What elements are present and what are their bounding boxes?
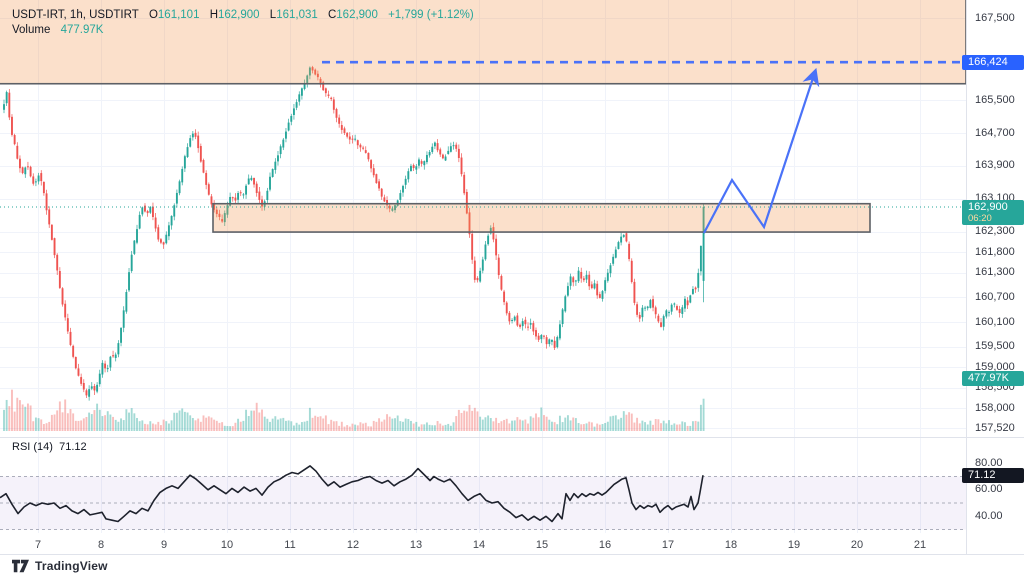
legend-row-volume[interactable]: Volume 477.97K [12, 23, 474, 38]
gridlines [0, 0, 966, 533]
price-axis-label: 162,300 [975, 225, 1015, 237]
time-axis-label: 10 [220, 539, 234, 551]
rsi-value: 71.12 [59, 441, 87, 453]
price-axis-label: 160,700 [975, 291, 1015, 303]
price-axis-label: 165,500 [975, 94, 1015, 106]
rsi-pane [0, 465, 966, 530]
change-value: +1,799 (+1.12%) [388, 9, 474, 21]
time-axis-label: 20 [850, 539, 864, 551]
rsi-axis-label: 40.00 [975, 510, 1003, 522]
rsi-line [0, 465, 704, 523]
time-axis-label: 11 [284, 539, 296, 551]
time-axis-label: 13 [409, 539, 423, 551]
ohlc-low-label: L [269, 9, 277, 21]
price-axis-label: 164,700 [975, 127, 1015, 139]
volume-badge: 477.97K [962, 371, 1024, 386]
price-axis-label: 159,500 [975, 340, 1015, 352]
tradingview-logo-icon [12, 559, 29, 573]
rsi-axis-label: 80.00 [975, 457, 1003, 469]
target-price-badge: 166,424 [962, 55, 1024, 70]
volume-badge-value: 477.97K [968, 372, 1009, 384]
candlesticks [3, 65, 705, 401]
legend-row-symbol[interactable]: USDT-IRT, 1h, USDTIRT O161,101 H162,900 … [12, 8, 474, 23]
time-axis-label: 12 [346, 539, 360, 551]
price-axis-label: 158,000 [975, 402, 1015, 414]
price-axis-label: 163,900 [975, 159, 1015, 171]
time-axis-label: 7 [34, 539, 42, 551]
ohlc-high-value: 162,900 [218, 9, 260, 21]
rsi-legend[interactable]: RSI (14) 71.12 [12, 441, 87, 453]
time-axis-label: 16 [598, 539, 612, 551]
time-axis-label: 21 [913, 539, 927, 551]
price-axis-label: 161,800 [975, 246, 1015, 258]
ohlc-close-label: C [327, 9, 337, 21]
time-axis-label: 15 [535, 539, 549, 551]
ohlc-high-label: H [209, 9, 218, 21]
ohlc-low-value: 161,031 [276, 9, 318, 21]
ohlc-open-value: 161,101 [157, 9, 200, 21]
demand-zone[interactable] [212, 202, 871, 233]
rsi-label: RSI (14) [12, 441, 53, 453]
time-axis-label: 18 [724, 539, 738, 551]
time-axis-label: 8 [97, 539, 105, 551]
ohlc-open-label: O [148, 9, 158, 21]
time-axis-label: 17 [661, 539, 675, 551]
volume-label: Volume [12, 24, 51, 36]
volume-value: 477.97K [60, 24, 104, 36]
tradingview-attribution[interactable]: TradingView [12, 559, 108, 573]
price-axis-label: 160,100 [975, 316, 1015, 328]
time-axis-label: 19 [787, 539, 801, 551]
symbol-title[interactable]: USDT-IRT, 1h, USDTIRT [12, 9, 139, 21]
symbol-legend: USDT-IRT, 1h, USDTIRT O161,101 H162,900 … [12, 8, 474, 38]
tradingview-brand-text: TradingView [35, 559, 108, 573]
bar-countdown: 06:20 [968, 213, 992, 224]
ohlc-close-value: 162,900 [336, 9, 378, 21]
price-axis-label: 161,300 [975, 266, 1015, 278]
projection-zigzag-arrow[interactable] [703, 67, 820, 234]
rsi-axis-label: 60.00 [975, 483, 1003, 495]
rsi-badge: 71.12 [962, 468, 1024, 483]
volume-histogram [3, 389, 705, 431]
time-axis-label: 9 [160, 539, 168, 551]
price-axis-label: 157,520 [975, 422, 1015, 434]
last-price-value: 162,900 [968, 201, 1008, 213]
price-axis-label: 167,500 [975, 12, 1015, 24]
target-price-value: 166,424 [968, 56, 1008, 68]
rsi-badge-value: 71.12 [968, 469, 996, 481]
last-price-badge: 162,900 06:20 [962, 200, 1024, 225]
time-axis-label: 14 [472, 539, 486, 551]
price-axis-label: 159,000 [975, 361, 1015, 373]
